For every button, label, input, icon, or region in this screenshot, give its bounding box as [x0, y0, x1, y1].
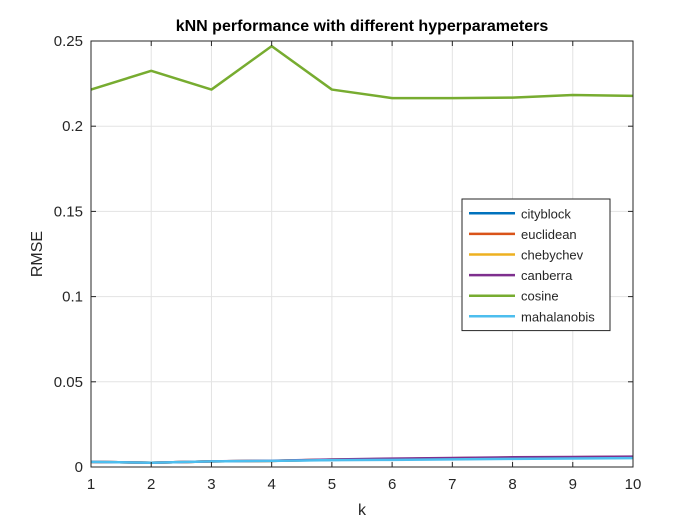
legend-label-euclidean: euclidean — [521, 227, 577, 242]
y-tick-label: 0.05 — [54, 374, 83, 391]
legend-label-chebychev: chebychev — [521, 248, 584, 263]
legend-box — [461, 198, 611, 332]
x-axis-label: k — [358, 502, 367, 519]
legend-label-cosine: cosine — [521, 289, 559, 304]
y-tick-label: 0.2 — [62, 118, 83, 135]
y-tick-label: 0 — [75, 459, 83, 476]
y-tick-label: 0.15 — [54, 203, 83, 220]
series-line-cosine — [90, 44, 634, 100]
x-tick-label: 10 — [625, 476, 642, 493]
x-tick-label: 6 — [388, 476, 396, 493]
x-tick-label: 1 — [87, 476, 95, 493]
legend-label-cityblock: cityblock — [521, 206, 571, 221]
x-tick-label: 4 — [267, 476, 275, 493]
x-tick-label: 5 — [328, 476, 336, 493]
chart-title: kNN performance with different hyperpara… — [176, 18, 549, 35]
axis-ticks: 1 2 3 4 5 6 7 8 9 10 0 0.05 0.1 0.15 0.2 0.25 — [54, 33, 642, 493]
x-tick-label: 2 — [147, 476, 155, 493]
series-lines — [90, 44, 634, 464]
series-line-mahalanobis — [90, 456, 634, 464]
x-tick-label: 7 — [448, 476, 456, 493]
y-tick-label: 0.25 — [54, 33, 83, 50]
y-axis-label: RMSE — [29, 231, 46, 277]
y-tick-label: 0.1 — [62, 289, 83, 306]
x-tick-label: 8 — [508, 476, 516, 493]
x-tick-label: 3 — [207, 476, 215, 493]
plot-area-frame — [90, 40, 634, 468]
legend: cityblock euclidean chebychev canberra cosin… — [461, 198, 611, 332]
legend-label-canberra: canberra — [521, 268, 573, 283]
legend-label-mahalanobis: mahalanobis — [521, 309, 595, 324]
x-tick-label: 9 — [569, 476, 577, 493]
